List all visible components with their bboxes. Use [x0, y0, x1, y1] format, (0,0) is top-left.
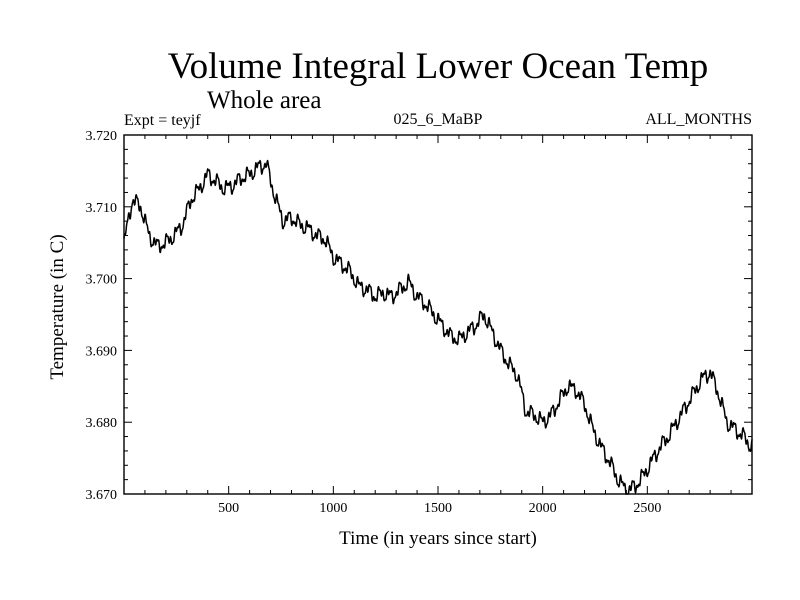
- y-tick-label: 3.700: [86, 273, 118, 288]
- x-axis-ticks: 500 1000 1500 2000 2500: [144, 135, 732, 516]
- x-tick-label: 500: [218, 501, 239, 516]
- chart-subtitle: Whole area: [207, 87, 322, 114]
- y-tick-label: 3.690: [86, 344, 118, 359]
- x-tick-label: 1500: [424, 501, 452, 516]
- x-tick-label: 2500: [633, 501, 661, 516]
- y-tick-label: 3.680: [86, 416, 118, 431]
- y-tick-label: 3.710: [86, 201, 118, 216]
- chart-title: Volume Integral Lower Ocean Temp: [168, 46, 709, 87]
- y-tick-label: 3.670: [86, 488, 118, 503]
- experiment-label: Expt = teyjf: [124, 112, 201, 129]
- x-axis-label: Time (in years since start): [339, 528, 537, 549]
- months-label: ALL_MONTHS: [645, 111, 752, 128]
- plot-frame: [123, 134, 753, 495]
- temperature-series-line: [123, 159, 753, 495]
- run-label: 025_6_MaBP: [394, 111, 483, 128]
- y-axis-label: Temperature (in C): [47, 234, 68, 379]
- y-axis-ticks: 3.670 3.680 3.690 3.700 3.710 3.720: [86, 129, 752, 503]
- y-tick-label: 3.720: [86, 129, 118, 144]
- x-tick-label: 2000: [529, 501, 557, 516]
- x-tick-label: 1000: [319, 501, 347, 516]
